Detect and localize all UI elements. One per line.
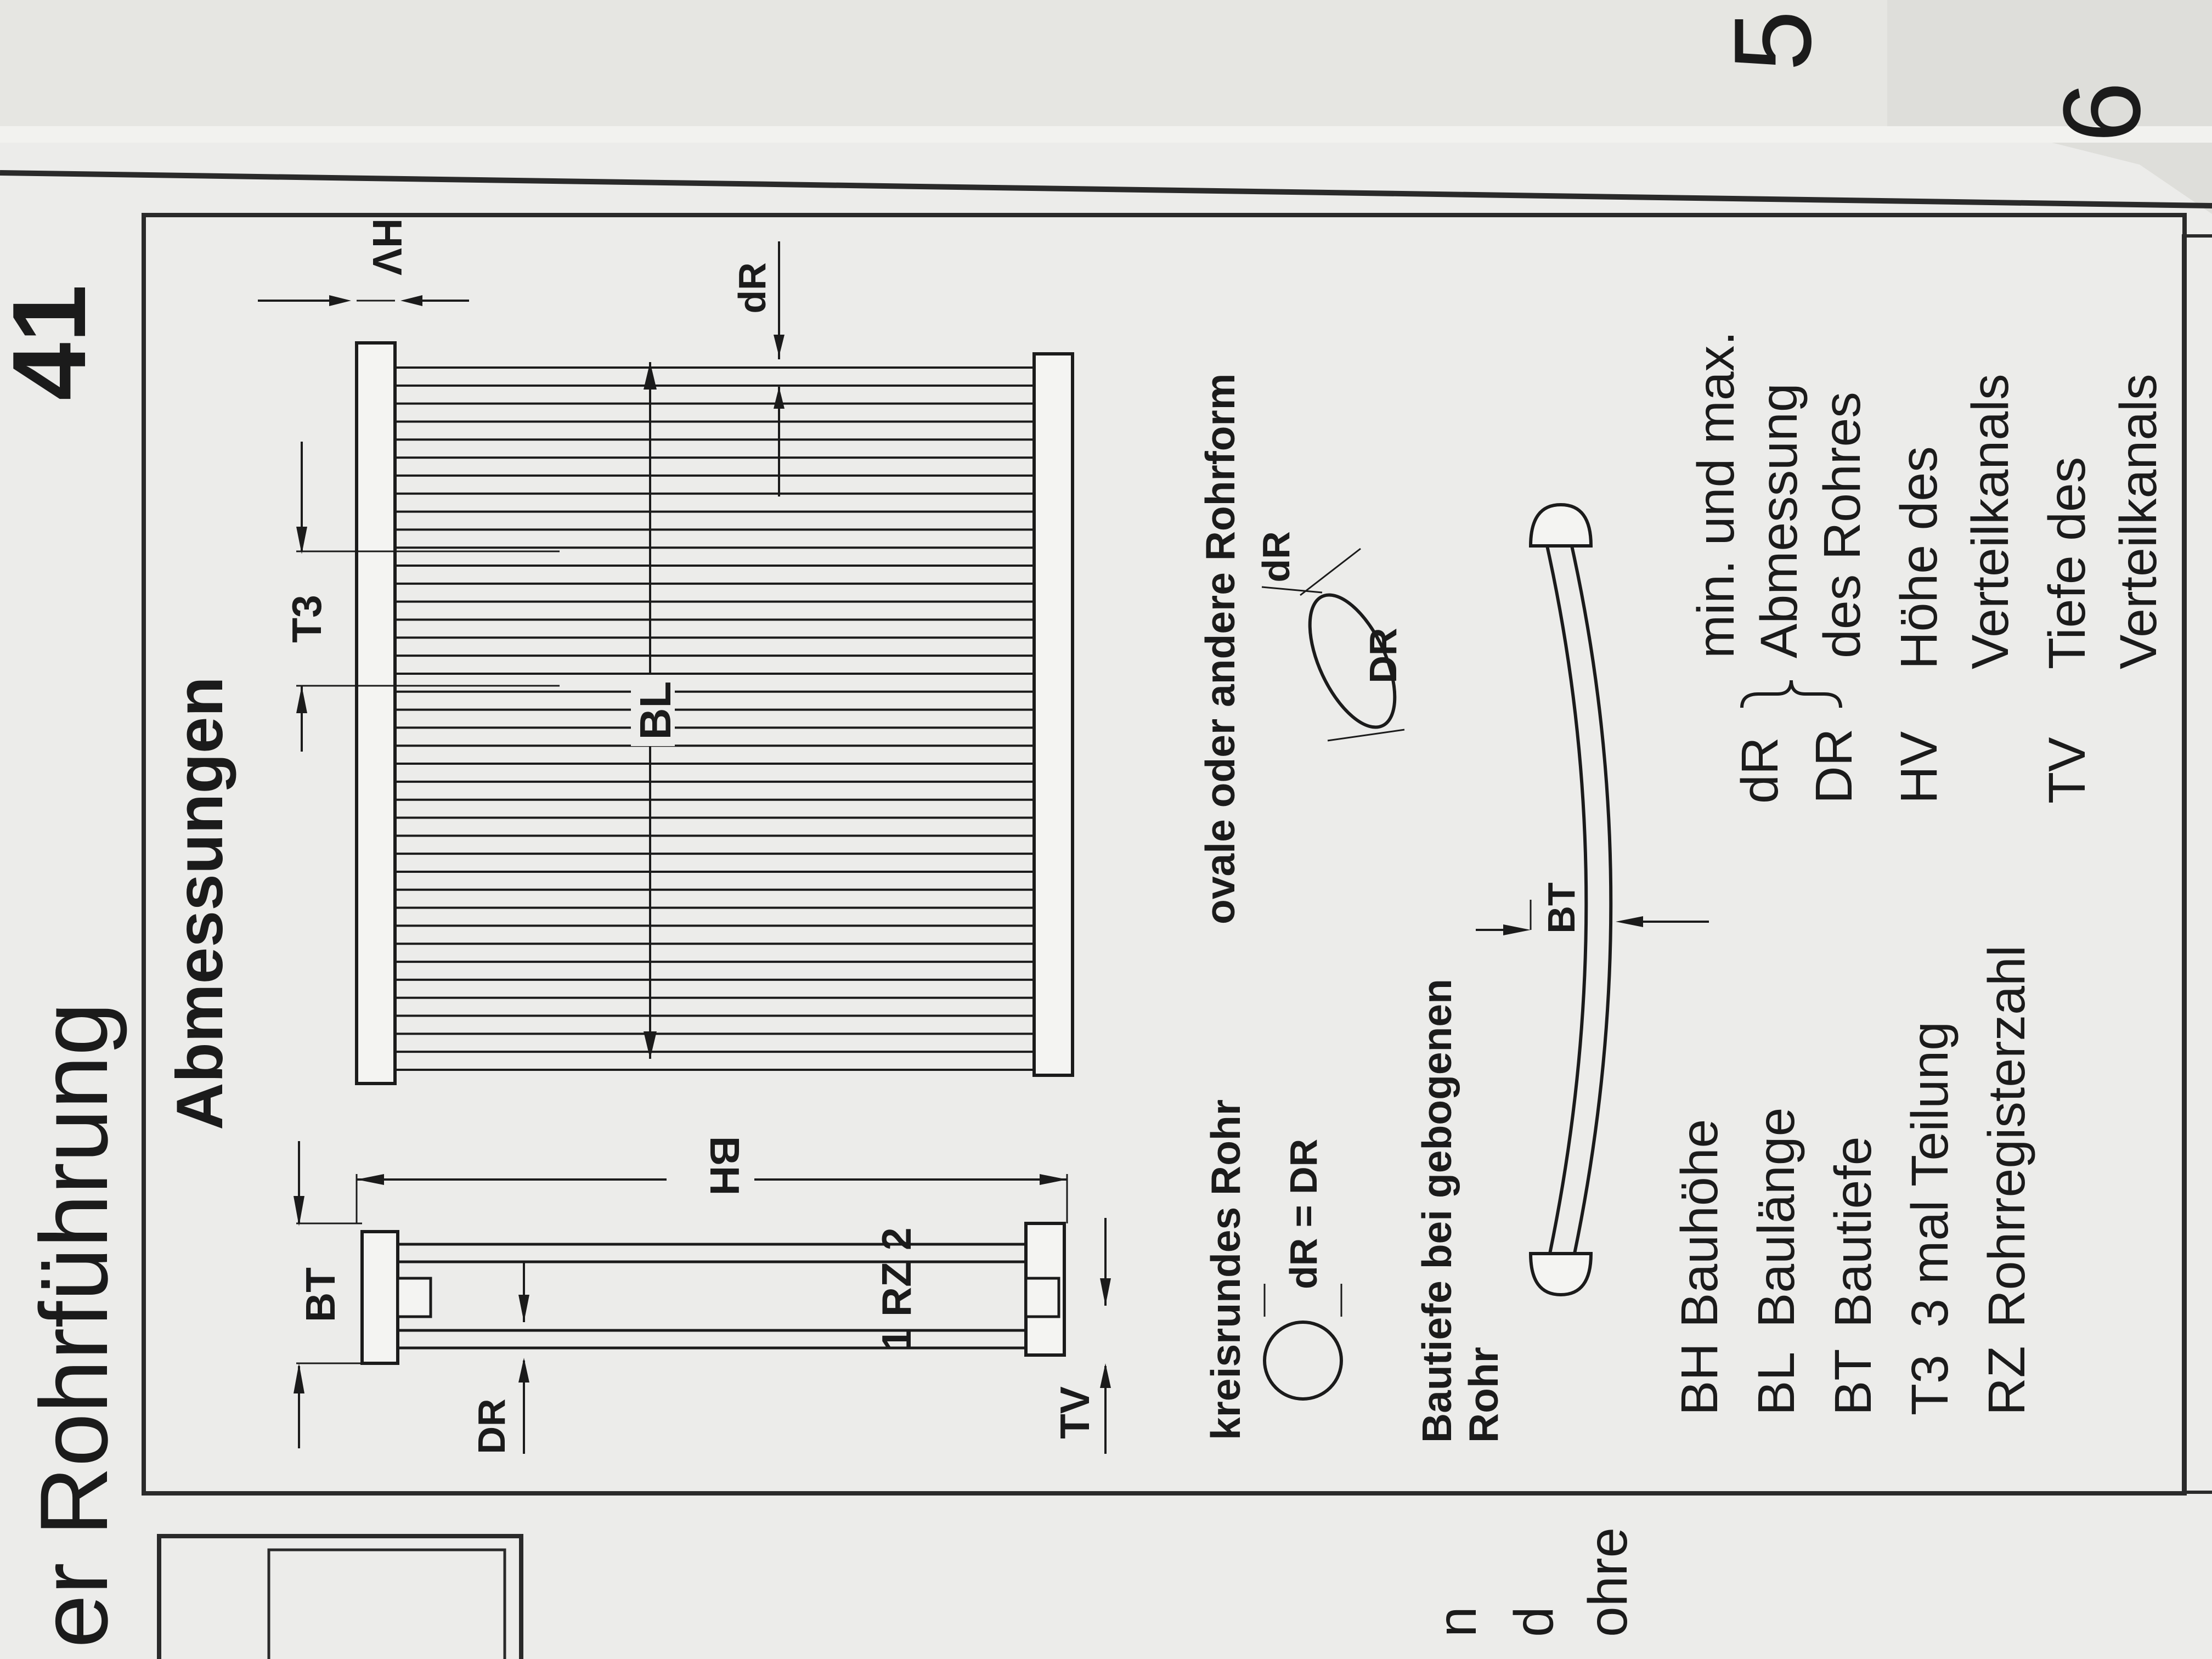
legend-desc-bl: Baulänge — [1747, 1108, 1805, 1328]
previous-panel-inner — [267, 1548, 506, 1659]
oval-dr-big: DR — [1362, 628, 1404, 683]
label-t3: T3 — [284, 595, 330, 643]
side-view: BT BH 1 RZ 2 DR TV — [294, 1136, 1111, 1454]
legend: BH Bauhöhe BL Baulänge BT Bautiefe T3 3 … — [1671, 331, 2168, 1415]
legend-desc-bh: Bauhöhe — [1671, 1119, 1729, 1328]
label-bt-side: BT — [297, 1267, 343, 1322]
legend-minmax-1: min. und max. — [1687, 331, 1745, 658]
page-frame-top — [0, 170, 2212, 208]
label-dr-small-front: dR — [731, 262, 774, 313]
top-header-channel — [355, 341, 397, 1085]
legend-hv-1: Höhe des — [1890, 446, 1948, 669]
legend-hv-2: Verteilkanals — [1961, 374, 2019, 669]
fragment-n: n — [1426, 1606, 1488, 1637]
fragment-ohre: ohre — [1577, 1527, 1639, 1637]
header-title: er Rohrführung — [21, 1002, 128, 1648]
legend-code-bt: BT — [1824, 1349, 1882, 1415]
bent-pipe-section: Bautiefe bei gebogenen Rohr BT — [1414, 503, 1709, 1443]
round-pipe-formula: dR = DR — [1282, 1139, 1325, 1289]
legend-minmax-3: des Rohres — [1813, 392, 1871, 658]
page-number: 41 — [0, 285, 108, 400]
side-top-channel — [360, 1230, 399, 1365]
round-pipe-icon — [1263, 1321, 1343, 1401]
main-page — [0, 126, 2212, 1659]
next-panel-edge — [2182, 234, 2212, 1494]
front-view: HV T3 BL dR — [258, 218, 1074, 1085]
label-bl: BL — [631, 681, 680, 740]
legend-code-bh: BH — [1671, 1343, 1729, 1415]
oval-pipe-title: ovale oder andere Rohrform — [1197, 374, 1243, 924]
register-tubes — [395, 366, 1034, 1071]
legend-code-t3: T3 — [1901, 1355, 1959, 1415]
oval-pipe-icon — [1308, 593, 1397, 729]
legend-code-dr-big: DR — [1805, 729, 1863, 804]
bent-pipe-inner — [1570, 545, 1613, 1254]
round-pipe-title: kreisrundes Rohr — [1203, 1099, 1249, 1440]
legend-code-bl: BL — [1747, 1352, 1805, 1415]
label-hv: HV — [364, 218, 410, 275]
legend-code-dr-small: dR — [1731, 737, 1789, 804]
legend-code-rz: RZ — [1978, 1346, 2036, 1415]
page-edge — [0, 126, 2212, 143]
round-pipe-section: kreisrundes Rohr dR = DR — [1203, 1099, 1343, 1440]
oval-dr-small: dR — [1255, 531, 1297, 582]
fragment-d: d — [1503, 1606, 1565, 1637]
bottom-header-channel — [1032, 352, 1074, 1077]
bent-pipe-bt: BT — [1540, 882, 1583, 933]
tab-number-6: 6 — [2041, 82, 2163, 143]
legend-code-hv: HV — [1890, 731, 1948, 804]
legend-desc-rz: Rohrregisterzahl — [1978, 945, 2036, 1328]
bent-pipe-title-1: Bautiefe bei gebogenen — [1414, 979, 1460, 1443]
previous-panel-frame — [157, 1534, 523, 1659]
oval-pipe-section: ovale oder andere Rohrform dR DR — [1197, 374, 1405, 924]
legend-minmax-2: Abmessung — [1750, 383, 1808, 658]
legend-tv-1: Tiefe des — [2038, 457, 2096, 669]
legend-brace — [1740, 680, 1842, 708]
label-dr-side: DR — [470, 1398, 513, 1454]
tab-number-5: 5 — [1712, 10, 1834, 71]
legend-desc-bt: Bautiefe — [1824, 1136, 1882, 1328]
label-tv: TV — [1052, 1386, 1098, 1439]
bent-pipe-end-left — [1528, 1252, 1593, 1297]
legend-code-tv: TV — [2038, 737, 2096, 804]
panel-title: Abmessungen — [163, 676, 236, 1130]
bent-pipe-title-2: Rohr — [1460, 1347, 1506, 1443]
bent-pipe-outer — [1545, 545, 1588, 1254]
tab-sheet-5 — [0, 0, 1887, 126]
bent-pipe-end-right — [1528, 503, 1593, 548]
legend-tv-2: Verteilkanals — [2109, 374, 2168, 669]
legend-desc-t3: 3 mal Teilung — [1901, 1022, 1959, 1328]
label-bh: BH — [702, 1136, 748, 1195]
label-rz: 1 RZ 2 — [873, 1227, 919, 1351]
